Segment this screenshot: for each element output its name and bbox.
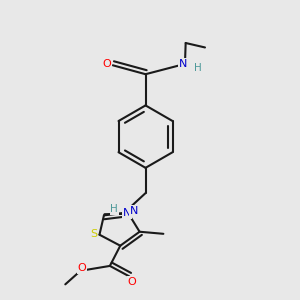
Text: O: O	[78, 263, 87, 273]
Text: H: H	[194, 63, 201, 73]
Text: N: N	[130, 206, 138, 216]
Text: S: S	[90, 229, 97, 239]
Text: H: H	[110, 204, 118, 214]
Text: N: N	[179, 58, 188, 68]
Text: O: O	[102, 59, 111, 69]
Text: O: O	[128, 277, 136, 287]
Text: N: N	[123, 208, 131, 218]
